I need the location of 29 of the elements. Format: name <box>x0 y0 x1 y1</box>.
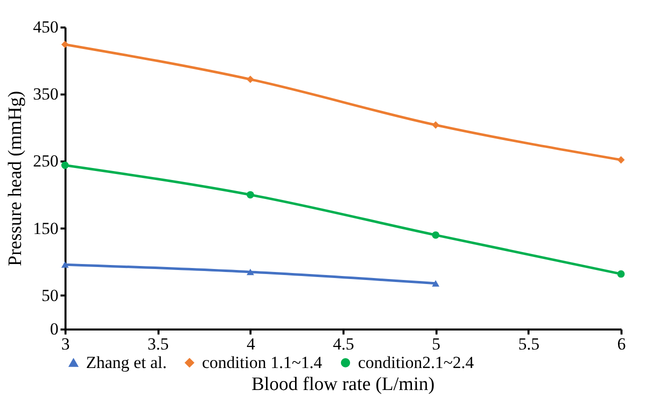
point <box>432 121 440 129</box>
point <box>61 261 69 268</box>
point <box>246 268 254 276</box>
legend-label: condition 1.1~1.4 <box>202 352 323 372</box>
legend-label: Zhang et al. <box>86 352 167 372</box>
x-tick-label: 4 <box>246 334 256 354</box>
y-tick-label: 350 <box>33 84 58 104</box>
x-tick-label: 6 <box>617 334 626 354</box>
y-axis-title: Pressure head (mmHg) <box>5 90 26 266</box>
x-axis-title: Blood flow rate (L/min) <box>251 374 435 395</box>
point <box>617 156 625 164</box>
y-tick-label: 250 <box>33 152 58 171</box>
point <box>617 270 625 278</box>
x-tick-label: 5 <box>432 334 440 354</box>
x-tick-label: 3 <box>61 334 70 354</box>
point <box>61 162 69 169</box>
y-tick-label: 50 <box>42 286 58 305</box>
x-tick-label: 3.5 <box>148 334 169 354</box>
point <box>432 231 440 239</box>
y-tick-label: 150 <box>33 218 58 238</box>
y-tick-label: 450 <box>33 18 58 36</box>
y-tick-label: 0 <box>50 320 58 338</box>
x-tick-label: 4.5 <box>332 334 354 354</box>
point <box>432 280 440 287</box>
x-tick-label: 5.5 <box>518 334 540 354</box>
point <box>246 191 254 198</box>
point <box>246 76 254 84</box>
legend-label: condition2.1~2.4 <box>358 352 474 372</box>
point <box>61 40 69 48</box>
